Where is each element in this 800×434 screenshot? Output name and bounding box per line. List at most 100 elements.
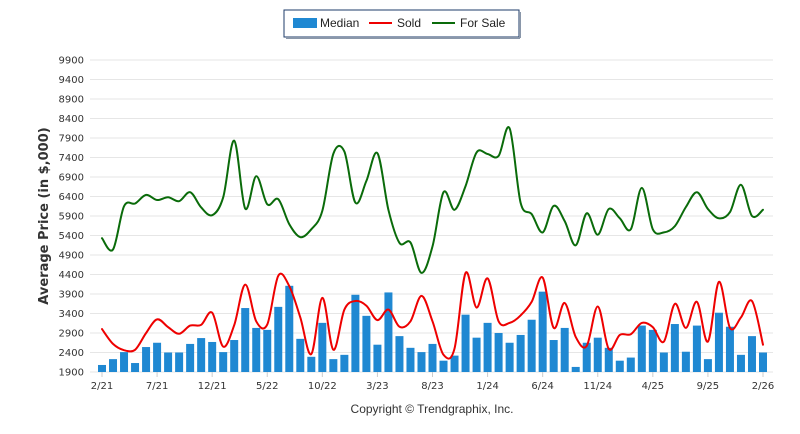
sold-line <box>101 271 764 360</box>
median-bar-3-22 <box>241 308 250 372</box>
median-bar-8-22 <box>296 338 305 372</box>
for-sale-line <box>101 126 764 274</box>
y-tick-label: 3400 <box>59 309 84 320</box>
median-bar-9-24 <box>571 366 580 372</box>
y-tick-label: 8900 <box>59 95 84 106</box>
median-bar-8-25 <box>692 325 701 372</box>
x-tick-label: 2/21 <box>91 381 113 392</box>
x-tick-label: 11/24 <box>583 381 612 392</box>
median-bar-10-22 <box>318 322 327 372</box>
x-tick-label: 1/24 <box>476 381 498 392</box>
x-tick-label: 12/21 <box>198 381 227 392</box>
y-tick-label: 4900 <box>59 251 84 262</box>
y-tick-label: 7900 <box>59 134 84 145</box>
x-axis-ticks: 2/21 7/21 12/21 5/22 10/22 3/23 8/23 1/24 6/24 11… <box>91 372 774 392</box>
median-bar-2-22 <box>230 340 239 372</box>
median-bar-9-25 <box>703 359 712 372</box>
median-bar-4-22 <box>252 327 261 372</box>
median-bar-5-22 <box>263 329 272 372</box>
median-bar-9-23 <box>439 360 448 372</box>
y-tick-label: 8400 <box>59 114 84 125</box>
median-bar-7-25 <box>681 351 690 372</box>
median-bar-11-22 <box>329 359 338 372</box>
median-bar-3-21 <box>109 359 118 372</box>
median-bar-5-21 <box>131 363 140 372</box>
x-tick-label: 7/21 <box>146 381 168 392</box>
median-bar-7-24 <box>549 340 558 372</box>
median-bar-6-25 <box>670 324 679 372</box>
y-axis-ticks: 1900 2400 2900 3400 3900 4400 4900 5400 5900 6400… <box>59 56 84 379</box>
median-bar-12-25 <box>736 354 745 372</box>
median-bar-4-21 <box>120 352 129 372</box>
median-bar-5-25 <box>659 352 668 372</box>
x-tick-label: 2/26 <box>752 381 774 392</box>
median-bar-3-24 <box>505 342 514 372</box>
median-bar-3-23 <box>373 344 382 372</box>
median-bar-1-25 <box>615 360 624 372</box>
median-bar-4-25 <box>648 329 657 372</box>
median-bar-8-21 <box>164 352 173 372</box>
median-bar-12-24 <box>604 347 613 372</box>
median-bar-2-23 <box>362 315 371 372</box>
median-bar-10-24 <box>582 342 591 372</box>
median-bar-4-24 <box>516 334 525 372</box>
median-bar-2-24 <box>494 333 503 372</box>
x-tick-label: 9/25 <box>697 381 719 392</box>
series-lines <box>101 126 764 360</box>
legend-median-label: Median <box>320 16 359 30</box>
legend-sold-label: Sold <box>397 16 421 30</box>
median-bar-11-25 <box>725 326 734 372</box>
median-bar-6-23 <box>406 347 415 372</box>
median-bar-5-24 <box>527 319 536 372</box>
median-bar-8-23 <box>428 343 437 372</box>
gridlines <box>90 59 773 373</box>
median-bar-1-22 <box>219 352 228 372</box>
median-bar-1-24 <box>483 322 492 372</box>
median-bar-11-23 <box>461 314 470 372</box>
legend-median-swatch <box>293 18 317 28</box>
median-bar-1-23 <box>351 294 360 372</box>
y-tick-label: 2900 <box>59 329 84 340</box>
y-tick-label: 4400 <box>59 270 84 281</box>
y-tick-label: 6400 <box>59 192 84 203</box>
median-bar-11-21 <box>197 338 206 372</box>
legend: Median Sold For Sale <box>283 9 521 39</box>
y-tick-label: 5900 <box>59 212 84 223</box>
y-tick-label: 3900 <box>59 290 84 301</box>
copyright-footer: Copyright © Trendgraphix, Inc. <box>351 402 514 416</box>
median-bar-2-26 <box>759 352 767 372</box>
median-bar-10-21 <box>186 343 195 372</box>
median-bar-6-24 <box>538 291 547 372</box>
median-bar-5-23 <box>395 336 404 372</box>
median-bar-7-23 <box>417 352 426 372</box>
y-tick-label: 7400 <box>59 153 84 164</box>
median-bar-8-24 <box>560 327 569 372</box>
x-tick-label: 5/22 <box>256 381 278 392</box>
median-bar-10-23 <box>450 355 459 372</box>
median-bar-6-21 <box>142 347 151 372</box>
median-bar-6-22 <box>274 306 283 372</box>
x-tick-label: 8/23 <box>421 381 443 392</box>
median-bar-2-25 <box>626 357 635 372</box>
median-bar-9-22 <box>307 356 316 372</box>
median-bar-12-23 <box>472 337 481 372</box>
y-tick-label: 9900 <box>59 56 84 67</box>
median-bars <box>98 285 767 372</box>
median-bar-7-22 <box>285 285 294 372</box>
x-tick-label: 6/24 <box>531 381 553 392</box>
median-bar-4-23 <box>384 292 393 372</box>
x-tick-label: 3/23 <box>366 381 388 392</box>
x-tick-label: 4/25 <box>642 381 664 392</box>
y-tick-label: 1900 <box>59 368 84 379</box>
x-tick-label: 10/22 <box>308 381 337 392</box>
y-tick-label: 5400 <box>59 231 84 242</box>
y-tick-label: 6900 <box>59 173 84 184</box>
y-axis-title: Average Price (in $,000) <box>37 127 52 304</box>
legend-for-sale-label: For Sale <box>460 16 506 30</box>
median-bar-2-21 <box>98 364 106 372</box>
median-bar-3-25 <box>637 325 646 372</box>
median-bar-9-21 <box>175 352 184 372</box>
median-bar-10-25 <box>714 312 723 372</box>
y-tick-label: 2400 <box>59 348 84 359</box>
